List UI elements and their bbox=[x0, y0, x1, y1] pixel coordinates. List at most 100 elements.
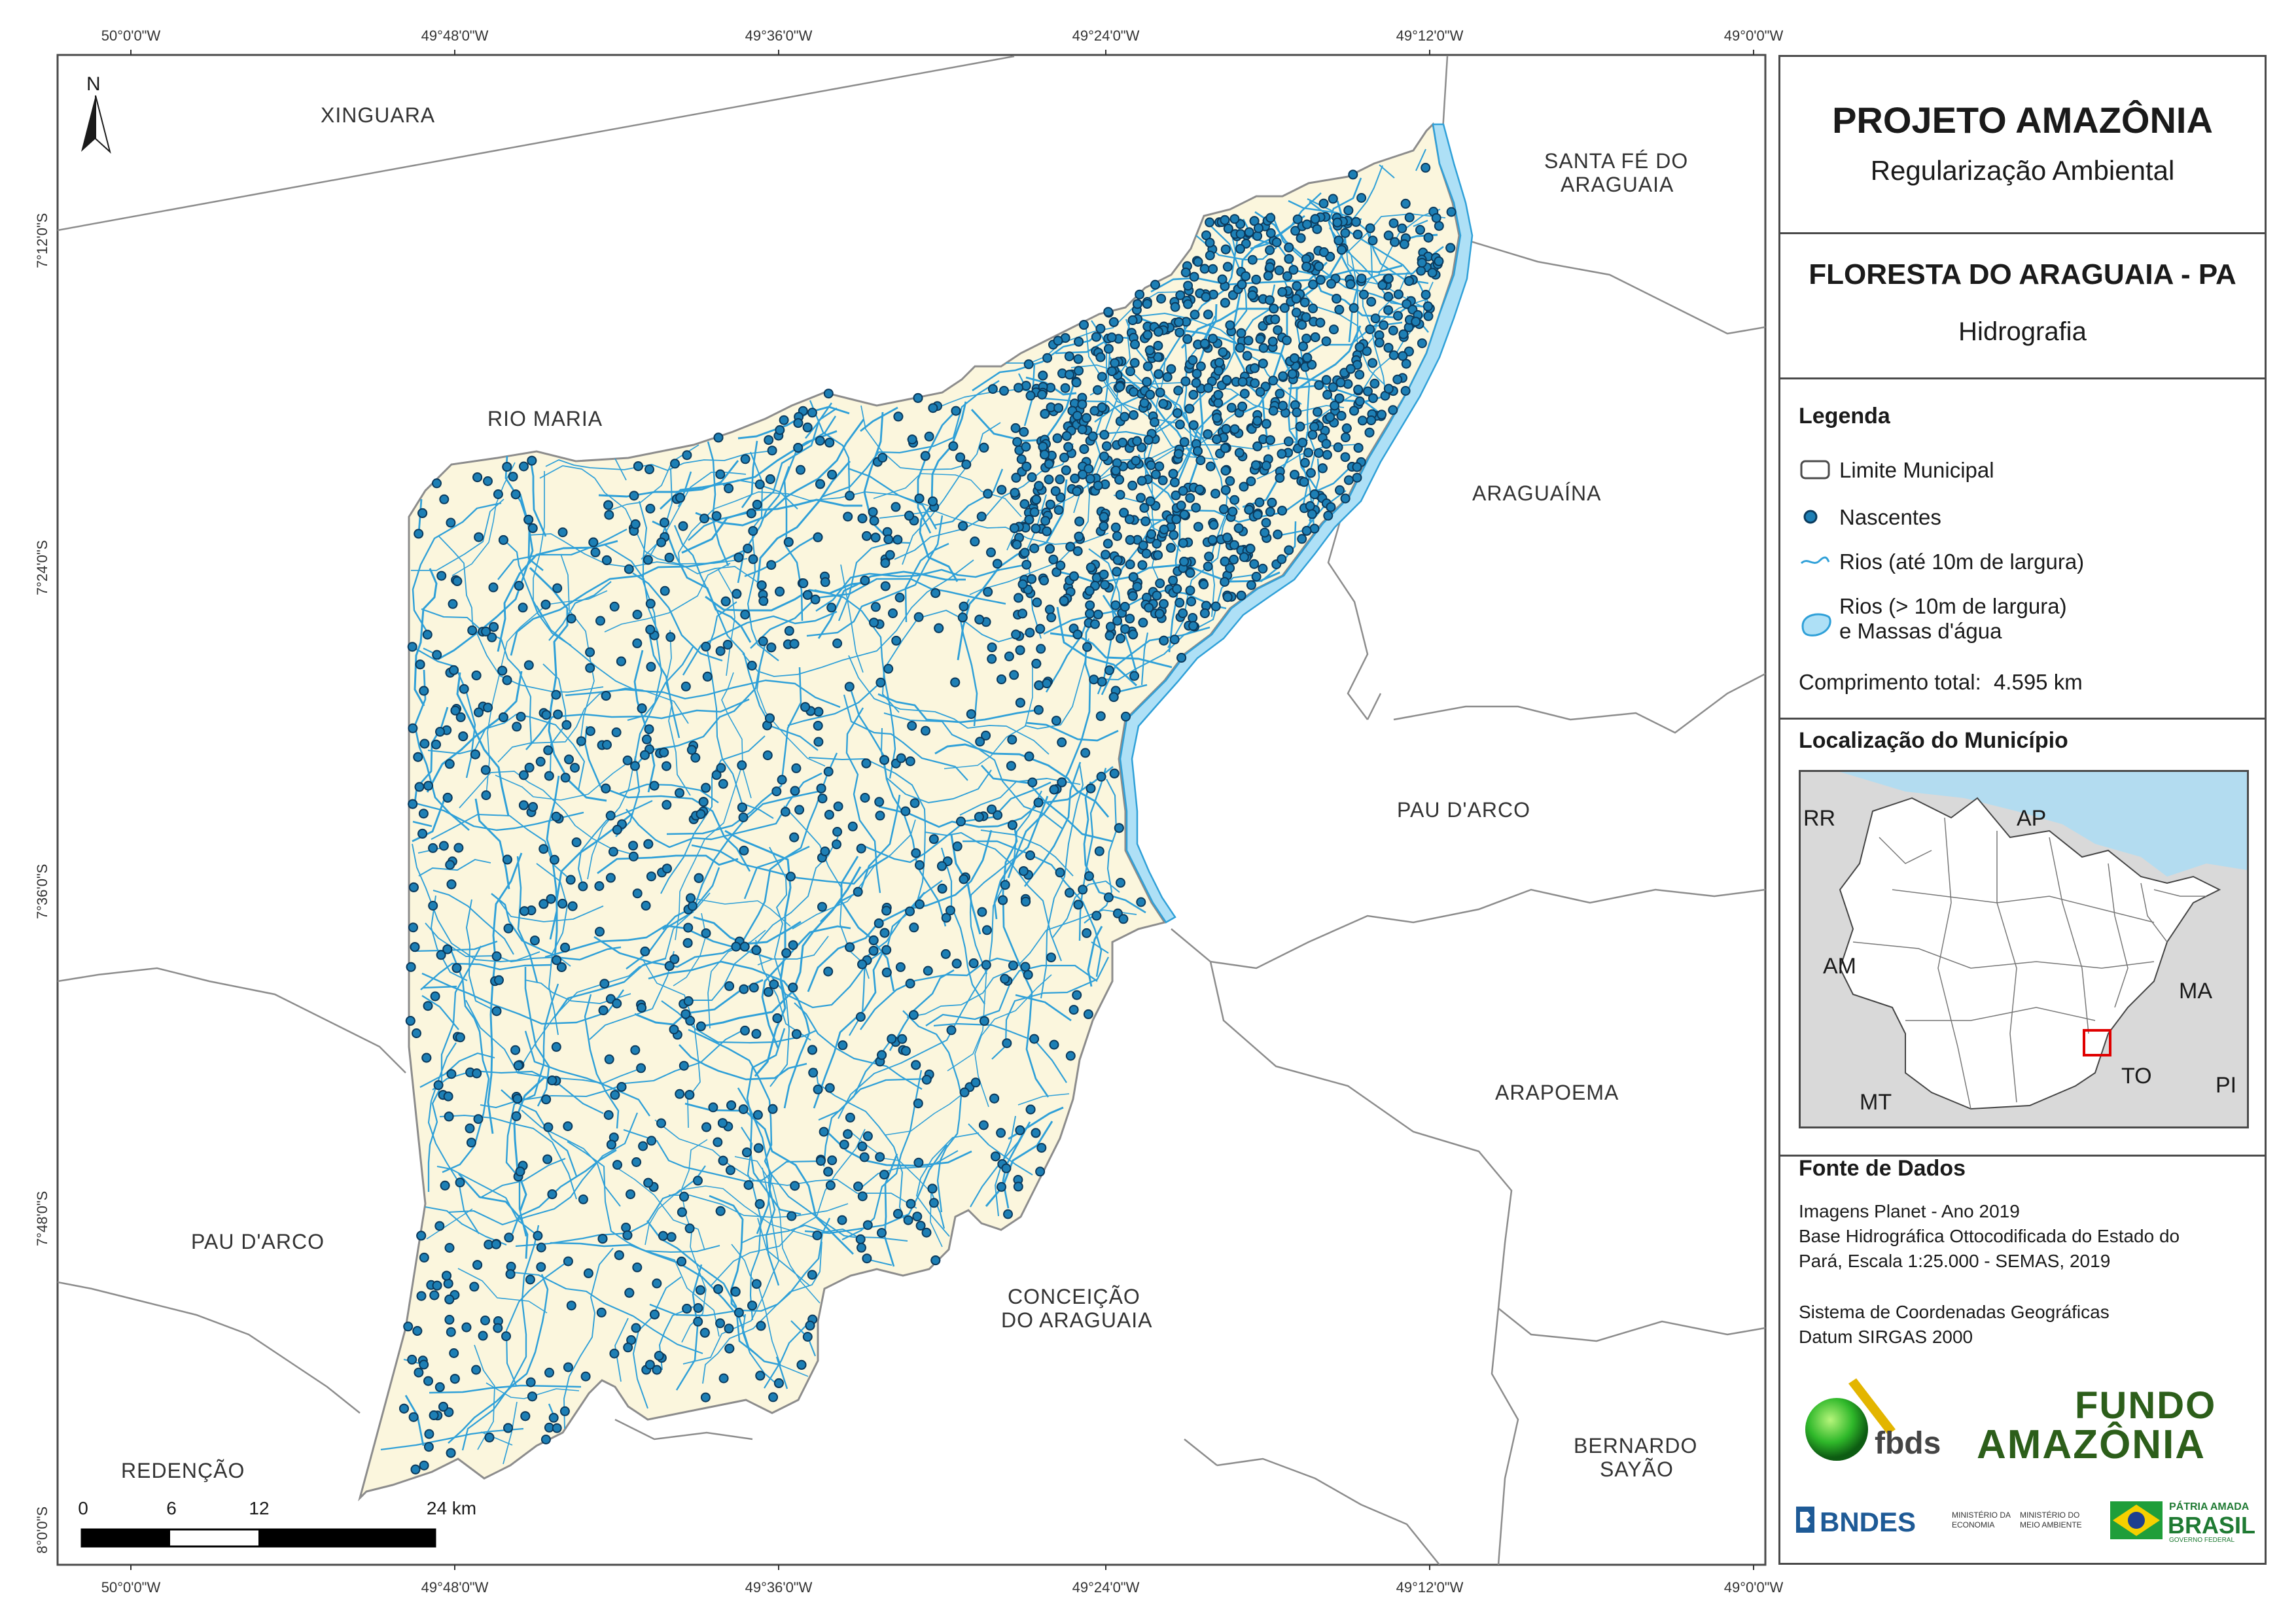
nascente-point bbox=[631, 1323, 641, 1333]
nascente-point bbox=[1225, 320, 1235, 330]
nascente-point bbox=[1354, 370, 1365, 380]
nascente-point bbox=[660, 585, 670, 596]
nascente-point bbox=[1083, 1009, 1093, 1019]
nascente-point bbox=[1302, 219, 1312, 230]
nascente-point bbox=[837, 1215, 847, 1225]
nascente-point bbox=[1310, 214, 1320, 224]
nascente-point bbox=[1291, 294, 1301, 304]
river-segment bbox=[486, 590, 608, 796]
nascente-point bbox=[675, 493, 685, 503]
nascente-point bbox=[1340, 228, 1351, 238]
river-segment bbox=[741, 1225, 908, 1244]
nascente-point bbox=[669, 954, 680, 964]
river-segment bbox=[843, 694, 968, 781]
nascente-point bbox=[701, 641, 711, 652]
nascente-point bbox=[1059, 452, 1069, 462]
nascente-point bbox=[563, 1256, 573, 1266]
nascente-point bbox=[527, 455, 537, 466]
nascente-point bbox=[1242, 351, 1252, 361]
nascente-point bbox=[540, 599, 551, 610]
nascente-point bbox=[1195, 361, 1206, 372]
river-segment bbox=[675, 1264, 703, 1391]
nascente-point bbox=[1321, 375, 1332, 385]
nascente-point bbox=[1277, 506, 1287, 516]
nascente-point bbox=[693, 1316, 703, 1327]
nascente-point bbox=[1194, 484, 1205, 495]
nascente-point bbox=[510, 489, 521, 500]
bndes-icon bbox=[1796, 1507, 1814, 1533]
river-segment bbox=[457, 1173, 529, 1259]
nascente-point bbox=[716, 763, 726, 773]
nascente-point bbox=[779, 415, 789, 425]
nascente-point bbox=[563, 1362, 573, 1372]
nascente-point bbox=[913, 393, 923, 403]
nascente-point bbox=[504, 1232, 514, 1243]
nascente-point bbox=[1354, 396, 1365, 406]
nascente-point bbox=[1290, 226, 1301, 236]
nascente-point bbox=[1357, 415, 1368, 426]
nascente-point bbox=[1038, 370, 1048, 381]
nascente-point bbox=[1213, 390, 1224, 400]
river-segment bbox=[615, 1166, 705, 1251]
nascente-point bbox=[1289, 353, 1299, 364]
nascente-point bbox=[1052, 433, 1063, 444]
nascente-point bbox=[1168, 468, 1178, 479]
nascente-point bbox=[444, 1111, 454, 1122]
nascente-point bbox=[1146, 460, 1156, 470]
nascente-point bbox=[1267, 497, 1277, 508]
nascente-point bbox=[1265, 435, 1275, 445]
nascente-point bbox=[1383, 273, 1394, 284]
river-segment bbox=[627, 500, 663, 722]
nascente-point bbox=[1014, 593, 1023, 603]
nascente-point bbox=[1021, 559, 1032, 570]
nascente-point bbox=[551, 1041, 561, 1052]
nascente-point bbox=[665, 632, 676, 642]
min-economia-line-1: MINISTÉRIO DA bbox=[1952, 1510, 2011, 1520]
nascente-point bbox=[408, 723, 418, 733]
nascente-point bbox=[905, 756, 915, 767]
nascente-point bbox=[1169, 635, 1180, 645]
nascente-point bbox=[1337, 245, 1347, 255]
nascente-point bbox=[1125, 614, 1135, 624]
nascente-point bbox=[449, 1348, 459, 1358]
nascente-point bbox=[1021, 461, 1032, 472]
nascente-point bbox=[433, 1080, 444, 1091]
nascente-point bbox=[1103, 343, 1114, 354]
nascente-point bbox=[860, 575, 870, 585]
river-segment bbox=[1377, 209, 1441, 277]
nascente-point bbox=[465, 1123, 475, 1134]
nascente-point bbox=[497, 665, 508, 676]
inset-label-to: TO bbox=[2121, 1064, 2152, 1089]
nascente-point bbox=[1110, 522, 1121, 532]
nascente-point bbox=[1227, 506, 1238, 517]
river-segment bbox=[1040, 763, 1084, 999]
nascente-point bbox=[1151, 469, 1161, 480]
nascente-point bbox=[1174, 597, 1185, 608]
nascente-point bbox=[737, 760, 747, 771]
nascente-point bbox=[1213, 398, 1224, 408]
nascente-point bbox=[1213, 366, 1224, 376]
nascente-point bbox=[768, 1392, 779, 1403]
river-segment bbox=[864, 781, 1051, 864]
nascente-point bbox=[446, 1448, 456, 1458]
nascente-point bbox=[1205, 461, 1216, 472]
nascente-point bbox=[913, 612, 924, 622]
nascente-point bbox=[412, 1028, 421, 1038]
nascente-point bbox=[480, 765, 491, 775]
nascente-point bbox=[1222, 375, 1232, 385]
coord-left-2: 7°24'0"S bbox=[34, 540, 50, 595]
river-segment bbox=[684, 836, 839, 1001]
nascente-point bbox=[1173, 408, 1182, 418]
nascente-point bbox=[802, 422, 813, 432]
nascente-point bbox=[1356, 193, 1367, 203]
nascente-point bbox=[1157, 475, 1168, 485]
nascente-point bbox=[1366, 415, 1377, 425]
nascente-point bbox=[1055, 560, 1066, 570]
nascente-point bbox=[641, 900, 651, 911]
nascente-point bbox=[966, 709, 976, 720]
nascente-point bbox=[1095, 323, 1106, 334]
nascente-point bbox=[1277, 554, 1287, 565]
river-segment bbox=[820, 794, 901, 922]
nascente-point bbox=[974, 812, 984, 822]
nascente-point bbox=[928, 496, 938, 506]
